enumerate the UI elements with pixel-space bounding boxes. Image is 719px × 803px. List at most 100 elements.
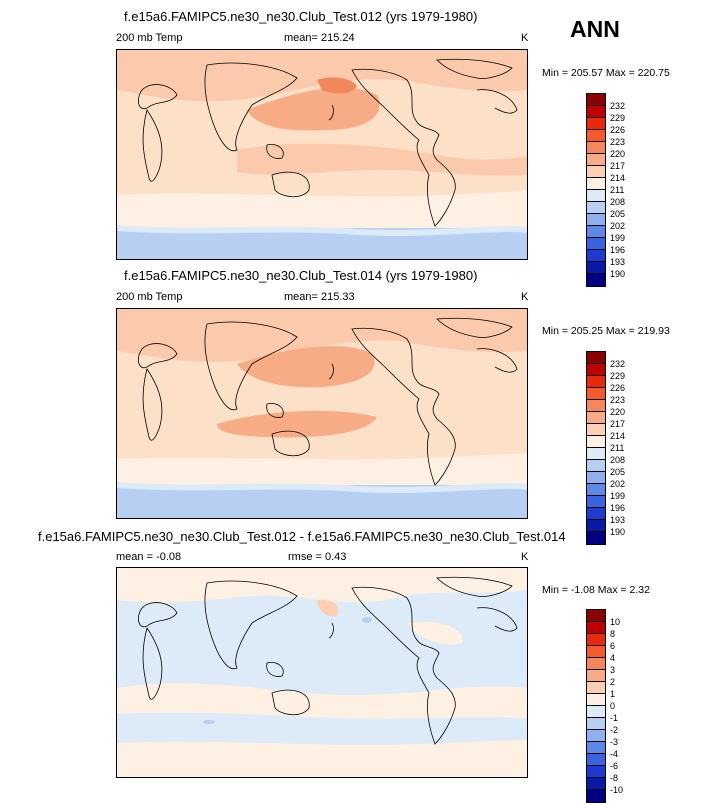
panel2-mean-label: mean= 215.33 — [284, 291, 355, 303]
panel2-tropical-warm — [217, 410, 377, 438]
panel1-mean-label: mean= 215.24 — [284, 32, 355, 44]
panel1-colorbar-segment — [587, 130, 605, 142]
panel3-colorbar-segment — [587, 634, 605, 646]
panel1-tropical-band — [237, 143, 527, 176]
panel3-colorbar — [586, 609, 606, 803]
panel2-colorbar-segment — [587, 448, 605, 460]
panel2-colorbar — [586, 351, 606, 545]
panel3-minmax: Min = -1.08 Max = 2.32 — [542, 584, 650, 596]
panel2-colorbar-segment — [587, 376, 605, 388]
panel3-colorbar-tick-label: 6 — [610, 641, 616, 651]
panel3-colorbar-tick-label: -3 — [610, 737, 619, 747]
panel3-colorbar-segment — [587, 718, 605, 730]
panel2-colorbar-segment — [587, 364, 605, 376]
panel2-colorbar-tick-label: 202 — [610, 479, 626, 489]
panel1-colorbar-segment — [587, 106, 605, 118]
panel2-colorbar-tick-label: 214 — [610, 431, 626, 441]
panel3-colorbar-segment — [587, 766, 605, 778]
panel1-colorbar-segment — [587, 178, 605, 190]
panel1-colorbar-tick-label: 208 — [610, 197, 626, 207]
panel2-colorbar-segment — [587, 412, 605, 424]
panel2-colorbar-segment — [587, 436, 605, 448]
panel3-positive-core — [317, 599, 339, 617]
panel1-sh-band — [117, 190, 527, 228]
panel3-colorbar-tick-label: -8 — [610, 773, 619, 783]
panel3-mean-label: mean = -0.08 — [116, 551, 182, 563]
panel3-colorbar-tick-label: 3 — [610, 665, 616, 675]
panel1-colorbar-segment — [587, 94, 605, 106]
panel2-colorbar-tick-label: 211 — [610, 443, 625, 453]
panel2-colorbar-tick-label: 220 — [610, 407, 626, 417]
panel1-colorbar-tick-label: 199 — [610, 233, 626, 243]
panel3-units-label: K — [521, 551, 529, 563]
panel1-colorbar-tick-label: 226 — [610, 125, 626, 135]
panel2-colorbar-tick-label: 199 — [610, 491, 626, 501]
panel3-colorbar-segment — [587, 658, 605, 670]
panel3-negative-patch-1 — [362, 617, 372, 623]
panel1-colorbar-segment — [587, 250, 605, 262]
panel1-units-label: K — [521, 32, 529, 44]
panel3-nh-positive — [117, 568, 527, 603]
panel1-warm-core — [317, 77, 357, 94]
panel1-colorbar-segment — [587, 190, 605, 202]
panel2-colorbar-tick-label: 190 — [610, 527, 626, 537]
panel3-coastlines — [137, 576, 518, 745]
panel1-colorbar-tick-label: 193 — [610, 257, 626, 267]
panel3-colorbar-tick-label: 2 — [610, 677, 616, 687]
panel1-colorbar-tick-label: 232 — [610, 101, 626, 111]
panel2-colorbar-tick-label: 226 — [610, 383, 626, 393]
panel1-colorbar-segment — [587, 214, 605, 226]
panel2-colorbar-tick-label: 217 — [610, 419, 626, 429]
panel1-colorbar-segment — [587, 238, 605, 250]
panel2-colorbar-tick-label: 196 — [610, 503, 626, 513]
panel2-colorbar-segment — [587, 508, 605, 520]
panel3-map — [116, 567, 528, 778]
panel2-atlantic-patch — [442, 370, 522, 398]
panel3-atlantic-positive — [407, 621, 463, 645]
panel1-colorbar-tick-label: 202 — [610, 221, 626, 231]
panel2-colorbar-segment — [587, 352, 605, 364]
panel2-colorbar-tick-label: 208 — [610, 455, 626, 465]
panel1-title: f.e15a6.FAMIPC5.ne30_ne30.Club_Test.012 … — [124, 9, 478, 24]
panel1-colorbar-segment — [587, 202, 605, 214]
panel1-colorbar-tick-label: 211 — [610, 185, 625, 195]
panel3-colorbar-segment — [587, 742, 605, 754]
panel1-colorbar-tick-label: 196 — [610, 245, 626, 255]
panel1-colorbar-segment — [587, 118, 605, 130]
panel3-colorbar-tick-label: -10 — [610, 785, 624, 795]
panel3-colorbar-tick-label: 0 — [610, 701, 616, 711]
panel1-colorbar-segment — [587, 154, 605, 166]
panel2-units-label: K — [521, 291, 529, 303]
panel2-colorbar-tick-label: 229 — [610, 371, 626, 381]
panel2-coastlines — [137, 317, 518, 486]
panel2-variable-label: 200 mb Temp — [116, 291, 183, 303]
panel1-colorbar-segment — [587, 226, 605, 238]
panel3-title: f.e15a6.FAMIPC5.ne30_ne30.Club_Test.012 … — [38, 529, 566, 544]
panel3-tropical-positive — [117, 683, 527, 719]
panel2-colorbar-segment — [587, 496, 605, 508]
panel1-variable-label: 200 mb Temp — [116, 32, 183, 44]
panel2-colorbar-segment — [587, 388, 605, 400]
panel3-colorbar-tick-label: -6 — [610, 761, 619, 771]
panel3-colorbar-segment — [587, 622, 605, 634]
panel3-colorbar-segment — [587, 694, 605, 706]
panel1-coastlines — [137, 58, 518, 227]
panel1-colorbar-tick-label: 214 — [610, 173, 626, 183]
panel2-title: f.e15a6.FAMIPC5.ne30_ne30.Club_Test.014 … — [124, 268, 478, 283]
panel2-antarctic-band — [117, 485, 527, 518]
panel1-colorbar-segment — [587, 262, 605, 274]
panel1-colorbar-tick-label: 205 — [610, 209, 626, 219]
panel2-colorbar-tick-label: 205 — [610, 467, 626, 477]
panel1-colorbar-segment — [587, 142, 605, 154]
panel2-colorbar-segment — [587, 532, 605, 544]
panel3-colorbar-tick-label: 4 — [610, 653, 616, 663]
panel1-minmax: Min = 205.57 Max = 220.75 — [542, 67, 670, 79]
panel3-sh-positive — [117, 740, 527, 777]
panel1-polar-edge — [117, 225, 527, 236]
panel1-colorbar-segment — [587, 166, 605, 178]
panel1-nh-band — [117, 50, 527, 102]
panel2-colorbar-segment — [587, 472, 605, 484]
panel2-pacific-warm — [237, 346, 375, 388]
panel1-colorbar-tick-label: 223 — [610, 137, 626, 147]
panel3-colorbar-tick-label: -4 — [610, 749, 619, 759]
